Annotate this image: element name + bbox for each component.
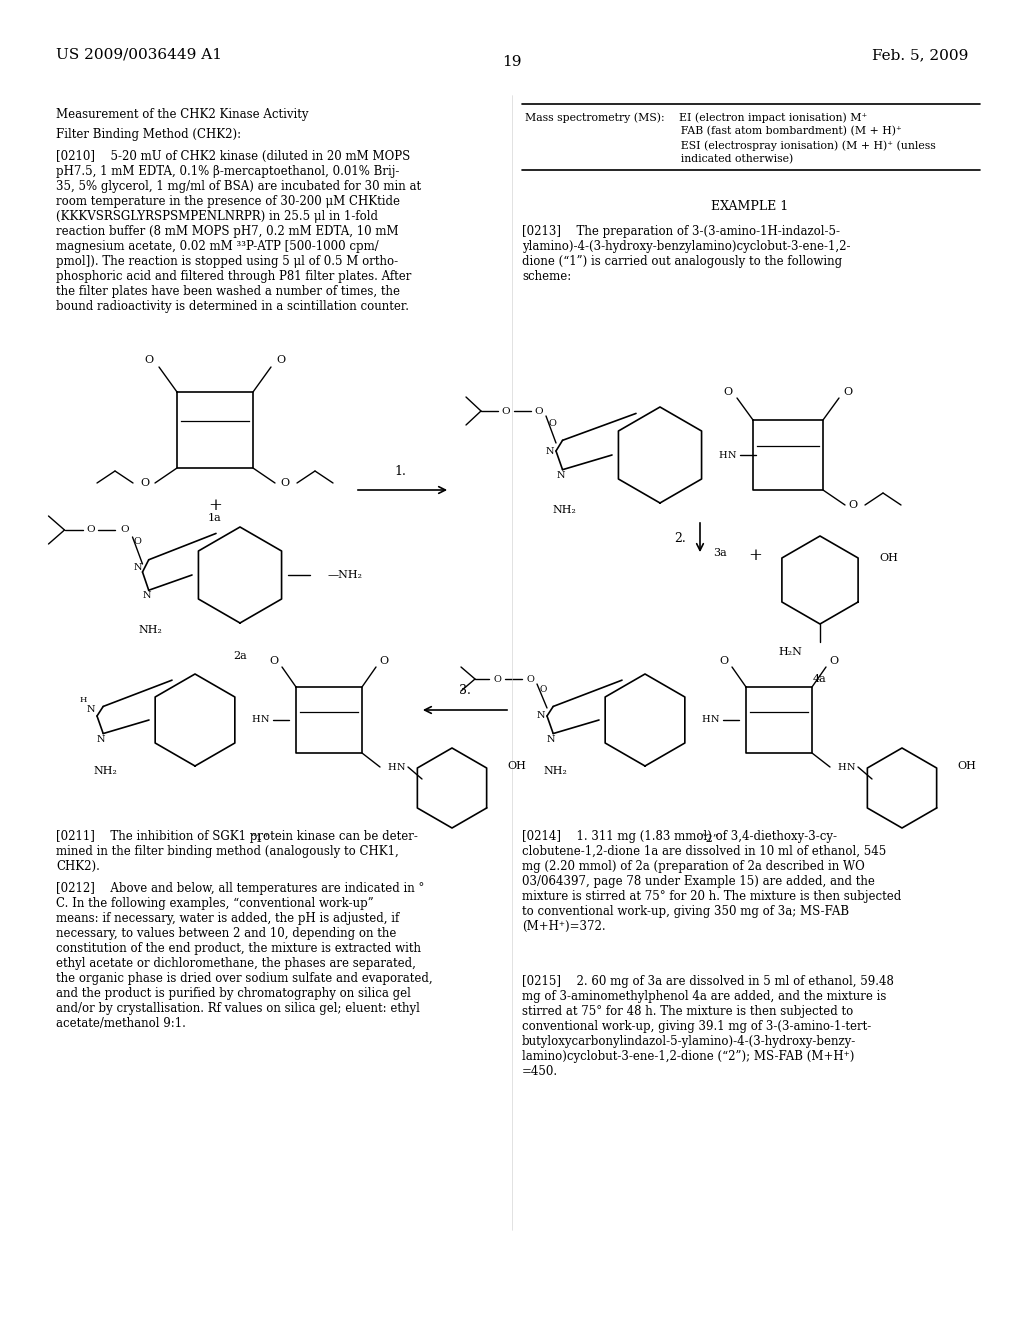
Text: O: O [144, 355, 154, 366]
Text: Filter Binding Method (CHK2):: Filter Binding Method (CHK2): [56, 128, 241, 141]
Text: O: O [140, 478, 150, 488]
Text: 1a: 1a [208, 513, 222, 523]
Text: [0215]  2. 60 mg of 3a are dissolved in 5 ml of ethanol, 59.48
mg of 3-aminometh: [0215] 2. 60 mg of 3a are dissolved in 5… [522, 975, 894, 1078]
Text: H: H [387, 763, 395, 771]
Text: EXAMPLE 1: EXAMPLE 1 [712, 201, 788, 213]
Text: N: N [261, 715, 269, 725]
Text: N: N [728, 450, 736, 459]
Text: 2a: 2a [233, 651, 247, 661]
Text: [0213]  The preparation of 3-(3-amino-1H-indazol-5-
ylamino)-4-(3-hydroxy-benzyl: [0213] The preparation of 3-(3-amino-1H-… [522, 224, 851, 282]
Text: O: O [494, 675, 501, 684]
Text: N: N [547, 735, 555, 744]
Text: N: N [397, 763, 406, 771]
Text: indicated otherwise): indicated otherwise) [525, 154, 794, 164]
Text: O: O [120, 525, 129, 535]
Text: 3.: 3. [459, 684, 471, 697]
Text: [0214]  1. 311 mg (1.83 mmol) of 3,4-diethoxy-3-cy-
clobutene-1,2-dione 1a are d: [0214] 1. 311 mg (1.83 mmol) of 3,4-diet… [522, 830, 901, 933]
Text: 19: 19 [502, 55, 522, 69]
Text: N: N [97, 735, 105, 744]
Text: Mass spectrometry (MS):  EI (electron impact ionisation) M⁺: Mass spectrometry (MS): EI (electron imp… [525, 112, 867, 123]
Text: O: O [540, 685, 547, 694]
Text: N: N [847, 763, 855, 771]
Text: Measurement of the CHK2 Kinase Activity: Measurement of the CHK2 Kinase Activity [56, 108, 308, 121]
Text: N: N [537, 711, 545, 721]
Text: OH: OH [507, 762, 526, 771]
Text: +: + [208, 496, 222, 513]
Text: N: N [142, 591, 151, 599]
Text: O: O [86, 525, 95, 535]
Text: O: O [133, 537, 141, 546]
Text: NH₂: NH₂ [553, 504, 577, 515]
Text: OH: OH [957, 762, 976, 771]
Text: N: N [711, 715, 720, 725]
Text: N: N [133, 562, 141, 572]
Text: O: O [720, 656, 728, 667]
Text: H: H [701, 715, 710, 725]
Text: N: N [546, 446, 554, 455]
Text: NH₂: NH₂ [93, 766, 117, 776]
Text: US 2009/0036449 A1: US 2009/0036449 A1 [56, 48, 222, 62]
Text: “1”: “1” [251, 834, 269, 843]
Text: 4a: 4a [813, 675, 826, 684]
Text: H: H [837, 763, 846, 771]
Text: Feb. 5, 2009: Feb. 5, 2009 [871, 48, 968, 62]
Text: 3a: 3a [713, 548, 727, 558]
Text: [0212]  Above and below, all temperatures are indicated in °
C. In the following: [0212] Above and below, all temperatures… [56, 882, 432, 1030]
Text: O: O [844, 387, 853, 397]
Text: O: O [380, 656, 388, 667]
Text: +: + [749, 546, 762, 564]
Text: NH₂: NH₂ [139, 626, 163, 635]
Text: [0211]  The inhibition of SGK1 protein kinase can be deter-
mined in the filter : [0211] The inhibition of SGK1 protein ki… [56, 830, 418, 873]
Text: O: O [548, 418, 556, 428]
Text: N: N [87, 705, 95, 714]
Text: O: O [723, 387, 732, 397]
Text: O: O [281, 478, 290, 488]
Text: O: O [502, 407, 510, 416]
Text: —NH₂: —NH₂ [328, 570, 362, 579]
Text: O: O [269, 656, 279, 667]
Text: O: O [829, 656, 839, 667]
Text: H: H [718, 450, 727, 459]
Text: O: O [849, 500, 857, 510]
Text: “2”: “2” [700, 834, 719, 843]
Text: [0210]  5-20 mU of CHK2 kinase (diluted in 20 mM MOPS
pH7.5, 1 mM EDTA, 0.1% β-m: [0210] 5-20 mU of CHK2 kinase (diluted i… [56, 150, 421, 313]
Text: 1.: 1. [394, 465, 406, 478]
Text: FAB (fast atom bombardment) (M + H)⁺: FAB (fast atom bombardment) (M + H)⁺ [525, 125, 902, 136]
Text: H: H [251, 715, 260, 725]
Text: N: N [556, 471, 565, 480]
Text: H: H [79, 696, 87, 704]
Text: O: O [535, 407, 544, 416]
Text: ESI (electrospray ionisation) (M + H)⁺ (unless: ESI (electrospray ionisation) (M + H)⁺ (… [525, 140, 936, 150]
Text: 2.: 2. [674, 532, 686, 544]
Text: O: O [276, 355, 286, 366]
Text: H₂N: H₂N [778, 647, 802, 657]
Text: NH₂: NH₂ [544, 766, 567, 776]
Text: OH: OH [879, 553, 898, 564]
Text: O: O [526, 675, 534, 684]
